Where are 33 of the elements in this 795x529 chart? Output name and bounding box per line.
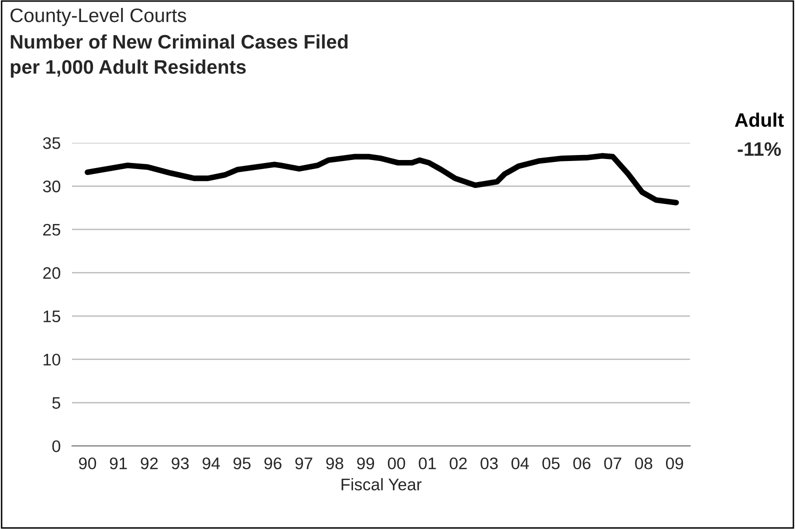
x-axis-title: Fiscal Year — [342, 478, 422, 490]
x-tick-label: 96 — [264, 458, 282, 470]
y-tick-label: 30 — [43, 180, 60, 192]
x-tick-label: 00 — [388, 458, 406, 470]
x-tick-label: 97 — [295, 458, 312, 470]
text: Adult — [734, 112, 784, 127]
x-tick-label: 03 — [480, 458, 498, 470]
x-tick-label: 98 — [326, 458, 344, 470]
x-tick-label: 99 — [357, 458, 374, 470]
x-tick-label: 02 — [450, 458, 467, 470]
x-tick-label: 95 — [234, 458, 251, 470]
x-tick-label: 04 — [511, 458, 529, 470]
chart-title: Number of New Criminal Cases Filed per 1,000 Adult Residents — [10, 34, 348, 78]
x-tick-label: 06 — [573, 458, 590, 470]
y-tick-label: 10 — [44, 354, 60, 366]
x-tick-label: 09 — [666, 458, 684, 470]
x-tick-label: 01 — [418, 458, 436, 470]
y-tick-label: 0 — [52, 440, 60, 452]
y-tick-label: 35 — [43, 137, 60, 150]
x-tick-label: 05 — [542, 458, 560, 470]
y-tick-label: 5 — [52, 397, 60, 409]
x-tick-label: 90 — [78, 458, 96, 470]
x-tick-label: 92 — [140, 458, 158, 470]
x-tick-label: 93 — [172, 458, 189, 470]
x-tick-label: 07 — [604, 458, 622, 470]
x-tick-label: 91 — [110, 458, 127, 470]
x-tick-label: 08 — [635, 458, 652, 470]
chart-subtitle: County-Level Courts — [10, 8, 186, 26]
x-tick-label: 94 — [202, 458, 220, 470]
y-tick-label: 15 — [44, 310, 60, 322]
text: -11% — [738, 142, 781, 156]
y-tick-label: 25 — [43, 224, 60, 236]
y-tick-label: 20 — [43, 267, 60, 279]
